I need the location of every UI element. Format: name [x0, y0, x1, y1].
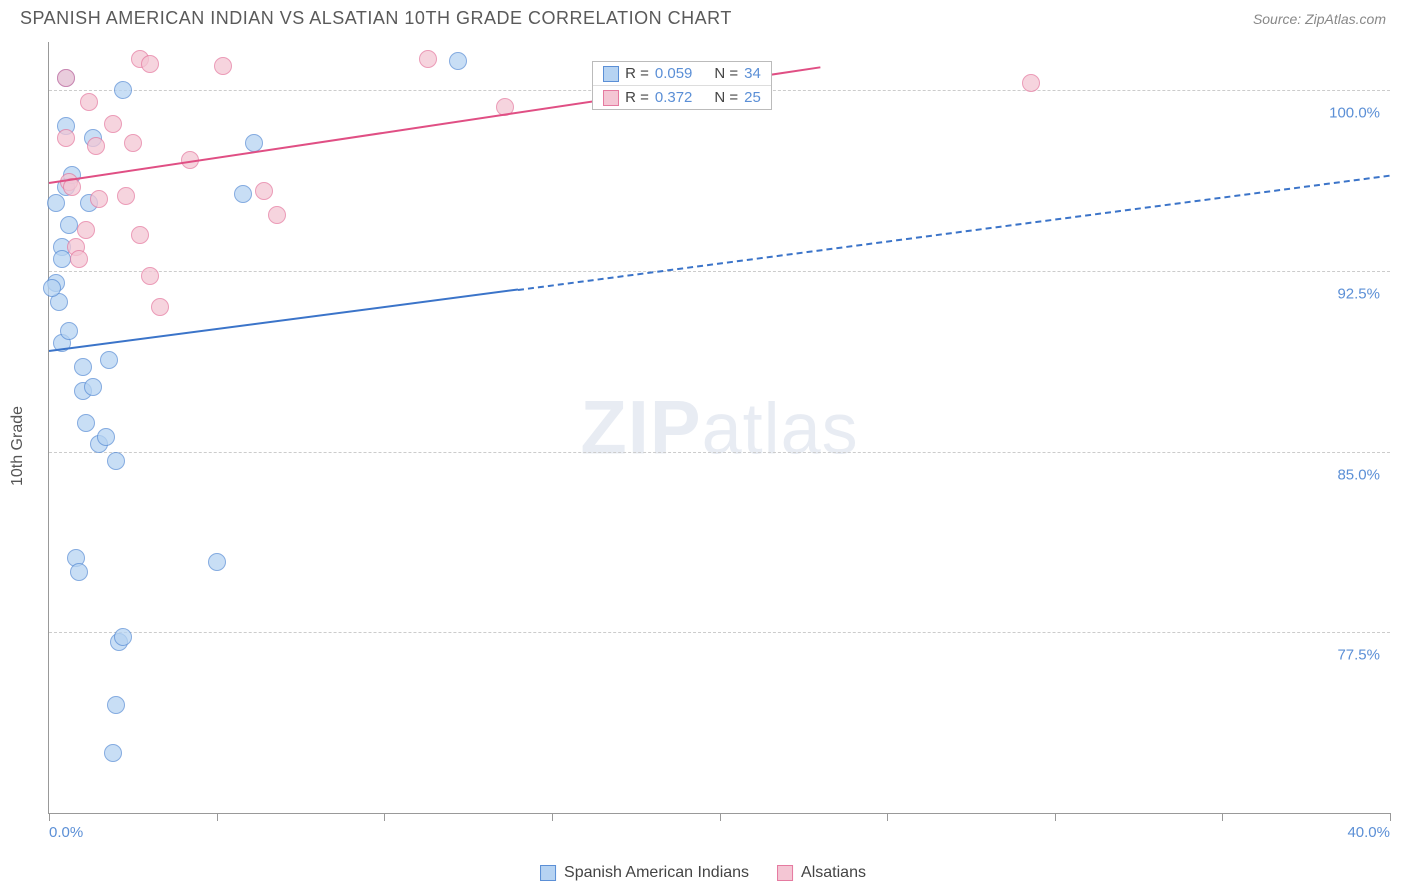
x-tick [887, 813, 888, 821]
data-point [84, 378, 102, 396]
x-tick [1222, 813, 1223, 821]
stats-legend-row: R = 0.372 N = 25 [593, 86, 771, 109]
legend-swatch [540, 865, 556, 881]
x-tick-label: 0.0% [49, 824, 83, 841]
x-tick [720, 813, 721, 821]
data-point [70, 250, 88, 268]
data-point [255, 182, 273, 200]
legend-bottom: Spanish American Indians Alsatians [540, 864, 866, 882]
data-point [1022, 74, 1040, 92]
y-tick-label: 100.0% [1329, 105, 1380, 122]
n-value: 34 [744, 65, 761, 82]
r-label: R = [625, 65, 649, 82]
stats-legend: R = 0.059 N = 34 R = 0.372 N = 25 [592, 61, 772, 110]
data-point [107, 452, 125, 470]
data-point [77, 221, 95, 239]
data-point [97, 428, 115, 446]
r-value: 0.372 [655, 89, 693, 106]
data-point [114, 81, 132, 99]
data-point [87, 137, 105, 155]
data-point [57, 69, 75, 87]
legend-label: Spanish American Indians [564, 864, 749, 882]
x-tick [1390, 813, 1391, 821]
data-point [47, 194, 65, 212]
n-label: N = [714, 65, 738, 82]
data-point [131, 226, 149, 244]
data-point [70, 563, 88, 581]
data-point [268, 206, 286, 224]
data-point [141, 55, 159, 73]
r-label: R = [625, 89, 649, 106]
n-label: N = [714, 89, 738, 106]
data-point [107, 696, 125, 714]
data-point [234, 185, 252, 203]
data-point [124, 134, 142, 152]
stats-legend-row: R = 0.059 N = 34 [593, 62, 771, 86]
y-tick-label: 92.5% [1337, 286, 1380, 303]
data-point [141, 267, 159, 285]
gridline [49, 632, 1390, 633]
x-tick [49, 813, 50, 821]
legend-item: Spanish American Indians [540, 864, 749, 882]
x-tick [384, 813, 385, 821]
legend-item: Alsatians [777, 864, 866, 882]
data-point [419, 50, 437, 68]
data-point [104, 115, 122, 133]
chart-source: Source: ZipAtlas.com [1253, 11, 1386, 27]
data-point [43, 279, 61, 297]
legend-swatch [603, 66, 619, 82]
gridline [49, 271, 1390, 272]
y-tick-label: 77.5% [1337, 647, 1380, 664]
watermark: ZIPatlas [580, 384, 858, 471]
y-tick-label: 85.0% [1337, 466, 1380, 483]
data-point [57, 129, 75, 147]
n-value: 25 [744, 89, 761, 106]
data-point [60, 216, 78, 234]
data-point [449, 52, 467, 70]
x-tick [552, 813, 553, 821]
data-point [90, 190, 108, 208]
x-tick [217, 813, 218, 821]
watermark-rest: atlas [702, 389, 859, 469]
trend-line [518, 175, 1390, 291]
r-value: 0.059 [655, 65, 693, 82]
data-point [60, 322, 78, 340]
data-point [114, 628, 132, 646]
data-point [214, 57, 232, 75]
data-point [208, 553, 226, 571]
trend-line [49, 289, 519, 353]
plot-area: ZIPatlas 77.5%85.0%92.5%100.0%0.0%40.0%R… [48, 42, 1390, 814]
chart-title: SPANISH AMERICAN INDIAN VS ALSATIAN 10TH… [20, 8, 732, 29]
data-point [151, 298, 169, 316]
data-point [117, 187, 135, 205]
watermark-bold: ZIP [580, 385, 701, 470]
data-point [77, 414, 95, 432]
data-point [80, 93, 98, 111]
gridline [49, 452, 1390, 453]
legend-label: Alsatians [801, 864, 866, 882]
x-tick [1055, 813, 1056, 821]
x-tick-label: 40.0% [1347, 824, 1390, 841]
data-point [104, 744, 122, 762]
data-point [74, 358, 92, 376]
chart-header: SPANISH AMERICAN INDIAN VS ALSATIAN 10TH… [0, 0, 1406, 33]
legend-swatch [603, 90, 619, 106]
y-axis-label: 10th Grade [9, 406, 27, 486]
legend-swatch [777, 865, 793, 881]
data-point [100, 351, 118, 369]
